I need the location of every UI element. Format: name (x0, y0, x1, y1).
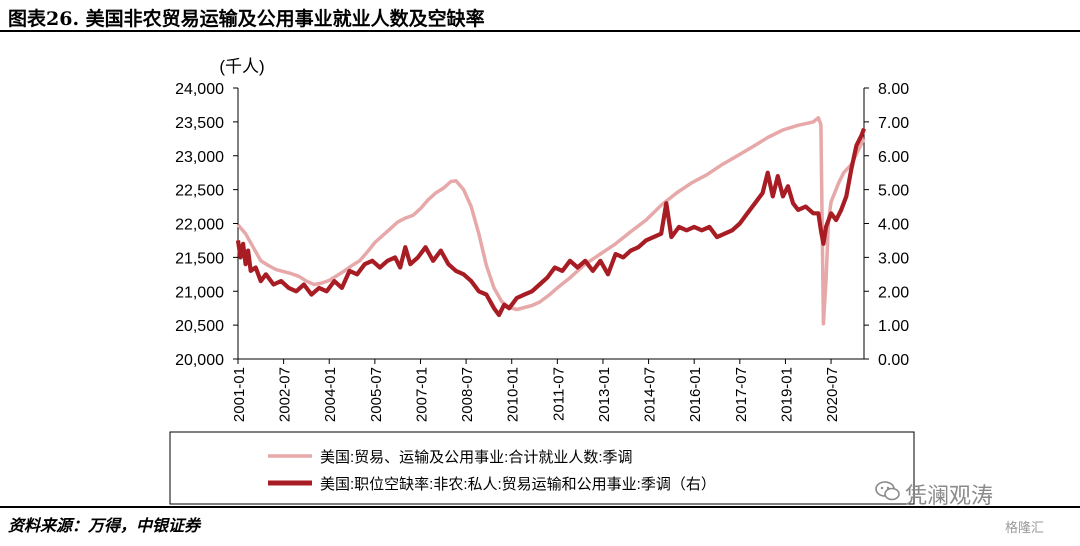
x-tick-label: 2016-01 (687, 367, 704, 422)
wechat-icon (875, 481, 900, 501)
y-right-tick-label: 3.00 (878, 250, 909, 267)
y-right-axis: 0.00 1.00 2.00 3.00 4.00 5.00 6.00 7.00 8.00 (863, 81, 909, 369)
watermark-text: 凭澜观涛 (905, 484, 994, 509)
watermark-secondary: 格隆汇 (1005, 521, 1045, 536)
x-tick-label: 2011-07 (550, 367, 567, 421)
y-right-tick-label: 5.00 (878, 183, 909, 200)
x-tick-label: 2019-01 (778, 367, 795, 422)
y-left-tick-label: 21,500 (175, 250, 224, 267)
chart: (千人) 20,000 20,500 21,000 21,500 22,000 22,50… (169, 57, 915, 505)
x-tick-label: 2013-01 (596, 367, 613, 422)
x-tick-label: 2020-07 (824, 367, 841, 422)
y-right-tick-label: 8.00 (878, 81, 909, 98)
x-tick-label: 2008-07 (459, 367, 476, 422)
x-tick-label: 2005-07 (368, 367, 385, 422)
y-left-tick-label: 21,000 (175, 284, 224, 301)
x-tick-label: 2010-01 (505, 367, 522, 422)
footer-rule (0, 506, 1080, 508)
y-right-tick-label: 4.00 (878, 217, 909, 234)
y-left-tick-label: 20,500 (175, 318, 224, 335)
y-left-tick-label: 22,000 (175, 217, 224, 234)
series-group (235, 116, 866, 326)
x-axis: 2001-01 2002-07 2004-01 2005-07 2007-01 2008-… (231, 358, 864, 422)
y-left-tick-label: 20,000 (175, 352, 224, 369)
y-left-tick-label: 23,000 (175, 149, 224, 166)
series-line-employment (236, 116, 866, 326)
legend-box (169, 431, 915, 505)
y-right-tick-label: 6.00 (878, 149, 909, 166)
legend-label-employment: 美国:贸易、运输及公用事业:合计就业人数:季调 (320, 449, 633, 466)
x-tick-label: 2001-01 (231, 367, 248, 422)
y-left-axis: 20,000 20,500 21,000 21,500 22,000 22,500 23,0… (175, 81, 239, 369)
title-rule (0, 30, 1080, 32)
y-left-tick-label: 24,000 (175, 81, 224, 98)
x-tick-label: 2002-07 (277, 367, 294, 422)
y-right-tick-label: 1.00 (878, 318, 909, 335)
legend-label-vacancy: 美国:职位空缺率:非农:私人:贸易运输和公用事业:季调（右） (320, 476, 716, 493)
x-tick-label: 2017-07 (733, 367, 750, 422)
x-tick-label: 2004-01 (322, 367, 339, 422)
y-unit-label: (千人) (219, 57, 264, 76)
x-tick-label: 2007-01 (413, 367, 430, 422)
y-right-tick-label: 2.00 (878, 284, 909, 301)
chart-title: 图表26. 美国非农贸易运输及公用事业就业人数及空缺率 (8, 8, 485, 30)
y-left-tick-label: 23,500 (175, 115, 224, 132)
series-line-vacancy (235, 127, 866, 318)
source-note: 资料来源：万得，中银证券 (8, 516, 201, 535)
y-right-tick-label: 7.00 (878, 115, 909, 132)
y-right-tick-label: 0.00 (878, 352, 909, 369)
y-left-tick-label: 22,500 (175, 183, 224, 200)
x-tick-label: 2014-07 (642, 367, 659, 422)
